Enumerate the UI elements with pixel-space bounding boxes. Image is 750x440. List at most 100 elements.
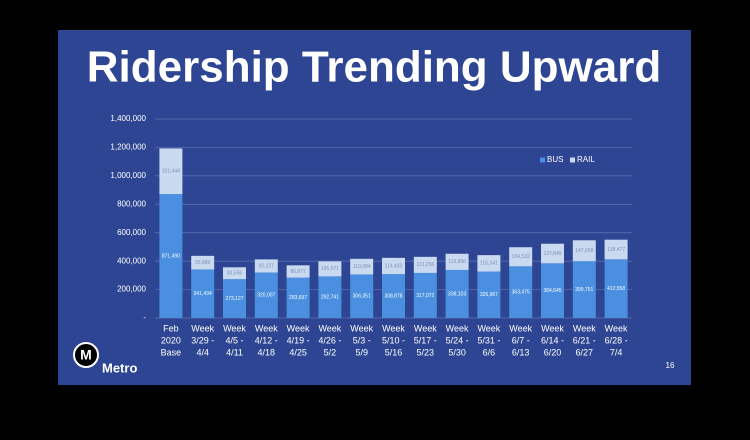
bar-segment: [445, 269, 469, 318]
bar-segment: [159, 194, 183, 318]
legend-swatch: [540, 157, 545, 163]
x-tick-label: 5/31 -: [477, 335, 500, 345]
value-label: 341,434: [194, 291, 212, 297]
x-tick-label: 5/17 -: [414, 335, 437, 345]
y-tick-label: 1,400,000: [110, 114, 146, 123]
bar-segment: [191, 255, 215, 270]
bar-segment: [541, 263, 564, 318]
x-tick-label: Week: [255, 323, 278, 333]
page-number: 16: [666, 361, 675, 370]
chart-title: Ridership Trending Upward: [87, 43, 662, 92]
x-tick-label: 4/4: [196, 347, 209, 357]
x-tick-label: 5/30: [448, 347, 466, 357]
bar-segment: [604, 239, 628, 260]
value-label: 306,351: [353, 294, 371, 300]
value-label: 321,444: [162, 169, 180, 175]
bar-segment: [509, 266, 533, 318]
value-label: 147,008: [575, 248, 593, 254]
x-tick-label: 6/28 -: [605, 335, 628, 345]
value-label: 134,532: [512, 254, 530, 260]
x-tick-label: Week: [318, 323, 341, 333]
x-tick-label: 6/7 -: [512, 335, 530, 345]
x-tick-label: 6/14 -: [541, 335, 564, 345]
x-tick-label: 2020: [161, 335, 181, 345]
value-label: 317,072: [416, 293, 434, 299]
x-tick-label: Week: [287, 323, 310, 333]
value-label: 92,227: [259, 263, 275, 269]
x-tick-label: 4/19 -: [287, 335, 310, 345]
y-tick-label: -: [143, 313, 146, 322]
x-tick-label: 4/25: [289, 347, 307, 357]
bar-segment: [350, 274, 374, 318]
value-label: 326,967: [480, 292, 498, 298]
bar-segment: [413, 272, 437, 318]
value-label: 83,556: [227, 271, 243, 277]
x-tick-label: Week: [509, 323, 532, 333]
x-tick-label: 3/29 -: [191, 335, 214, 345]
value-label: 110,094: [353, 264, 371, 270]
bar-segment: [223, 279, 246, 318]
value-label: 363,475: [512, 289, 530, 295]
x-tick-label: Week: [446, 323, 469, 333]
x-tick-label: 4/5 -: [225, 335, 243, 345]
value-label: 113,256: [416, 262, 434, 268]
value-label: 871,490: [162, 253, 180, 259]
y-tick-label: 800,000: [117, 199, 146, 208]
bar-segment: [318, 261, 342, 277]
value-label: 412,558: [607, 286, 625, 292]
x-tick-label: 5/16: [385, 347, 403, 357]
bar-segment: [445, 253, 469, 270]
bar-segment: [382, 257, 405, 275]
value-label: 338,103: [448, 291, 466, 297]
x-tick-label: 5/2: [324, 347, 337, 357]
bar-segment: [254, 259, 278, 273]
bar-segment: [223, 267, 246, 280]
y-tick-label: 600,000: [117, 228, 146, 237]
x-tick-label: 6/13: [512, 347, 530, 357]
y-tick-label: 200,000: [117, 285, 146, 294]
value-label: 384,645: [543, 288, 561, 294]
x-tick-label: 7/4: [610, 347, 623, 357]
x-tick-label: 5/9: [355, 347, 368, 357]
x-tick-label: Week: [605, 323, 628, 333]
legend-label: RAIL: [577, 155, 595, 164]
bar-segment: [477, 255, 501, 272]
value-label: 115,341: [480, 261, 498, 267]
x-tick-label: Base: [161, 347, 182, 357]
y-tick-label: 1,200,000: [110, 143, 146, 152]
bar-segment: [191, 269, 215, 318]
x-tick-label: 6/20: [544, 347, 562, 357]
logo-mark: M: [80, 347, 92, 363]
value-label: 273,127: [225, 296, 243, 302]
value-label: 283,697: [289, 295, 307, 301]
x-tick-label: Feb: [163, 323, 179, 333]
value-label: 95,889: [195, 260, 211, 266]
value-label: 292,741: [321, 295, 339, 301]
x-tick-label: 4/12 -: [255, 335, 278, 345]
x-tick-label: 5/3 -: [353, 335, 371, 345]
legend-label: BUS: [547, 155, 563, 164]
bar-segment: [286, 265, 310, 278]
bar-segment: [286, 277, 310, 318]
bar-segment: [413, 256, 437, 273]
x-tick-label: 6/6: [483, 347, 496, 357]
value-label: 399,751: [575, 287, 593, 293]
logo-text: Metro: [102, 360, 137, 375]
value-label: 308,878: [384, 293, 402, 299]
bar-segment: [318, 276, 342, 318]
x-tick-label: 4/18: [258, 347, 276, 357]
value-label: 105,571: [321, 266, 339, 272]
x-tick-label: 5/24 -: [446, 335, 469, 345]
y-tick-label: 400,000: [117, 256, 146, 265]
x-tick-label: 4/11: [226, 347, 243, 357]
x-tick-label: Week: [414, 323, 437, 333]
bar-segment: [350, 258, 374, 275]
bar-segment: [382, 274, 405, 318]
value-label: 320,007: [257, 293, 275, 299]
y-tick-label: 1,000,000: [110, 171, 146, 180]
x-tick-label: Week: [573, 323, 596, 333]
bar-segment: [541, 243, 564, 264]
value-label: 114,433: [385, 263, 403, 269]
x-tick-label: Week: [477, 323, 500, 333]
bar-segment: [572, 240, 596, 262]
